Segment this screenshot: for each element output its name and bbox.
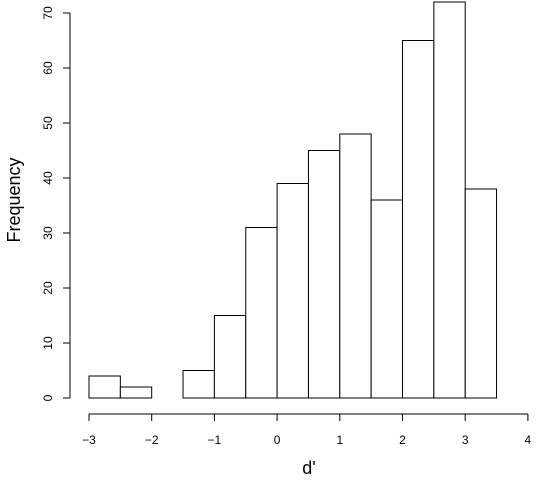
y-tick-label: 0 [41,394,55,401]
bars-group [88,1,498,399]
y-tick-label: 50 [41,116,55,130]
x-tick-label: −3 [82,433,96,447]
histogram-bar-0 [88,375,121,399]
y-axis: 0 10 20 30 40 50 60 70 [41,6,71,401]
x-axis-title: d' [302,458,315,478]
histogram-bar-9 [370,199,403,399]
histogram-bar-10 [402,40,435,399]
histogram-bar-6 [276,183,309,399]
y-tick-label: 40 [41,171,55,185]
histogram-bar-5 [245,227,278,399]
x-axis: −3 −2 −1 0 1 2 3 4 [82,413,532,447]
x-tick-label: 0 [274,433,281,447]
y-tick-label: 20 [41,281,55,295]
histogram-bar-12 [464,188,498,399]
histogram-bar-4 [213,315,247,399]
histogram-bar-3 [182,370,215,399]
x-tick-label: 3 [462,433,469,447]
x-tick-label: 1 [336,433,343,447]
histogram-bar-1 [119,386,153,399]
x-tick-label: 4 [525,433,532,447]
y-tick-label: 30 [41,226,55,240]
y-tick-label: 70 [41,6,55,20]
y-axis-title: Frequency [4,157,24,242]
histogram-bar-11 [433,1,466,399]
histogram-bar-8 [339,133,372,399]
x-tick-label: −1 [208,433,222,447]
y-tick-label: 10 [41,336,55,350]
x-tick-label: −2 [145,433,159,447]
histogram-bar-7 [307,150,341,399]
x-tick-label: 2 [399,433,406,447]
y-tick-label: 60 [41,61,55,75]
